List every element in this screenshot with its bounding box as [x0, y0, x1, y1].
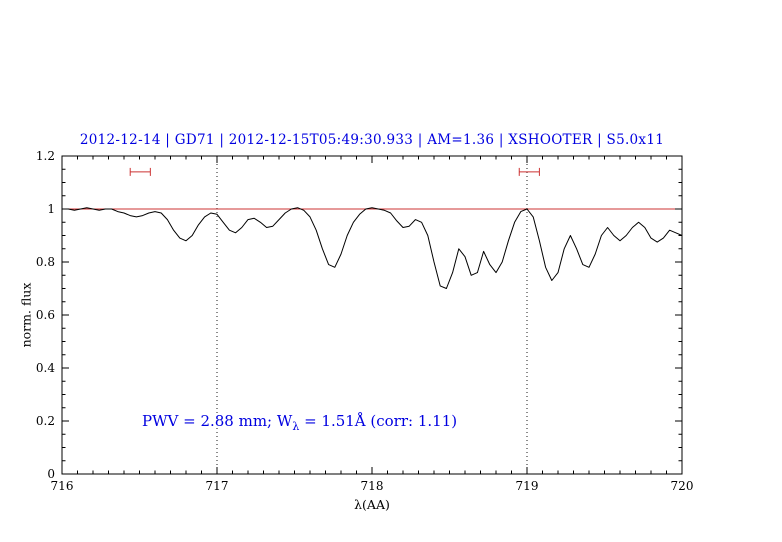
pwv-annotation-tail: = 1.51Å (corr: 1.11) — [299, 412, 458, 430]
y-tick-label: 0.8 — [36, 255, 55, 269]
y-tick-label: 0.6 — [36, 308, 55, 322]
x-tick-label: 716 — [51, 479, 74, 493]
plot-title: 2012-12-14 | GD71 | 2012-12-15T05:49:30.… — [79, 132, 665, 148]
x-tick-label: 719 — [516, 479, 539, 493]
y-tick-label: 0.4 — [36, 361, 55, 375]
spectrum-line — [62, 207, 683, 289]
pwv-annotation-subscript: λ — [292, 420, 300, 433]
x-tick-label: 717 — [206, 479, 229, 493]
y-tick-label: 1 — [47, 202, 55, 216]
y-tick-label: 1.2 — [36, 149, 55, 163]
x-tick-label: 718 — [361, 479, 384, 493]
y-tick-label: 0 — [47, 467, 55, 481]
pwv-annotation-text: PWV = 2.88 mm; W — [142, 412, 293, 430]
pwv-annotation: PWV = 2.88 mm; Wλ = 1.51Å (corr: 1.11) — [142, 412, 457, 433]
x-axis-label: λ(AA) — [354, 497, 390, 512]
x-tick-label: 720 — [671, 479, 694, 493]
y-axis-label: norm. flux — [18, 282, 34, 348]
y-tick-label: 0.2 — [36, 414, 55, 428]
